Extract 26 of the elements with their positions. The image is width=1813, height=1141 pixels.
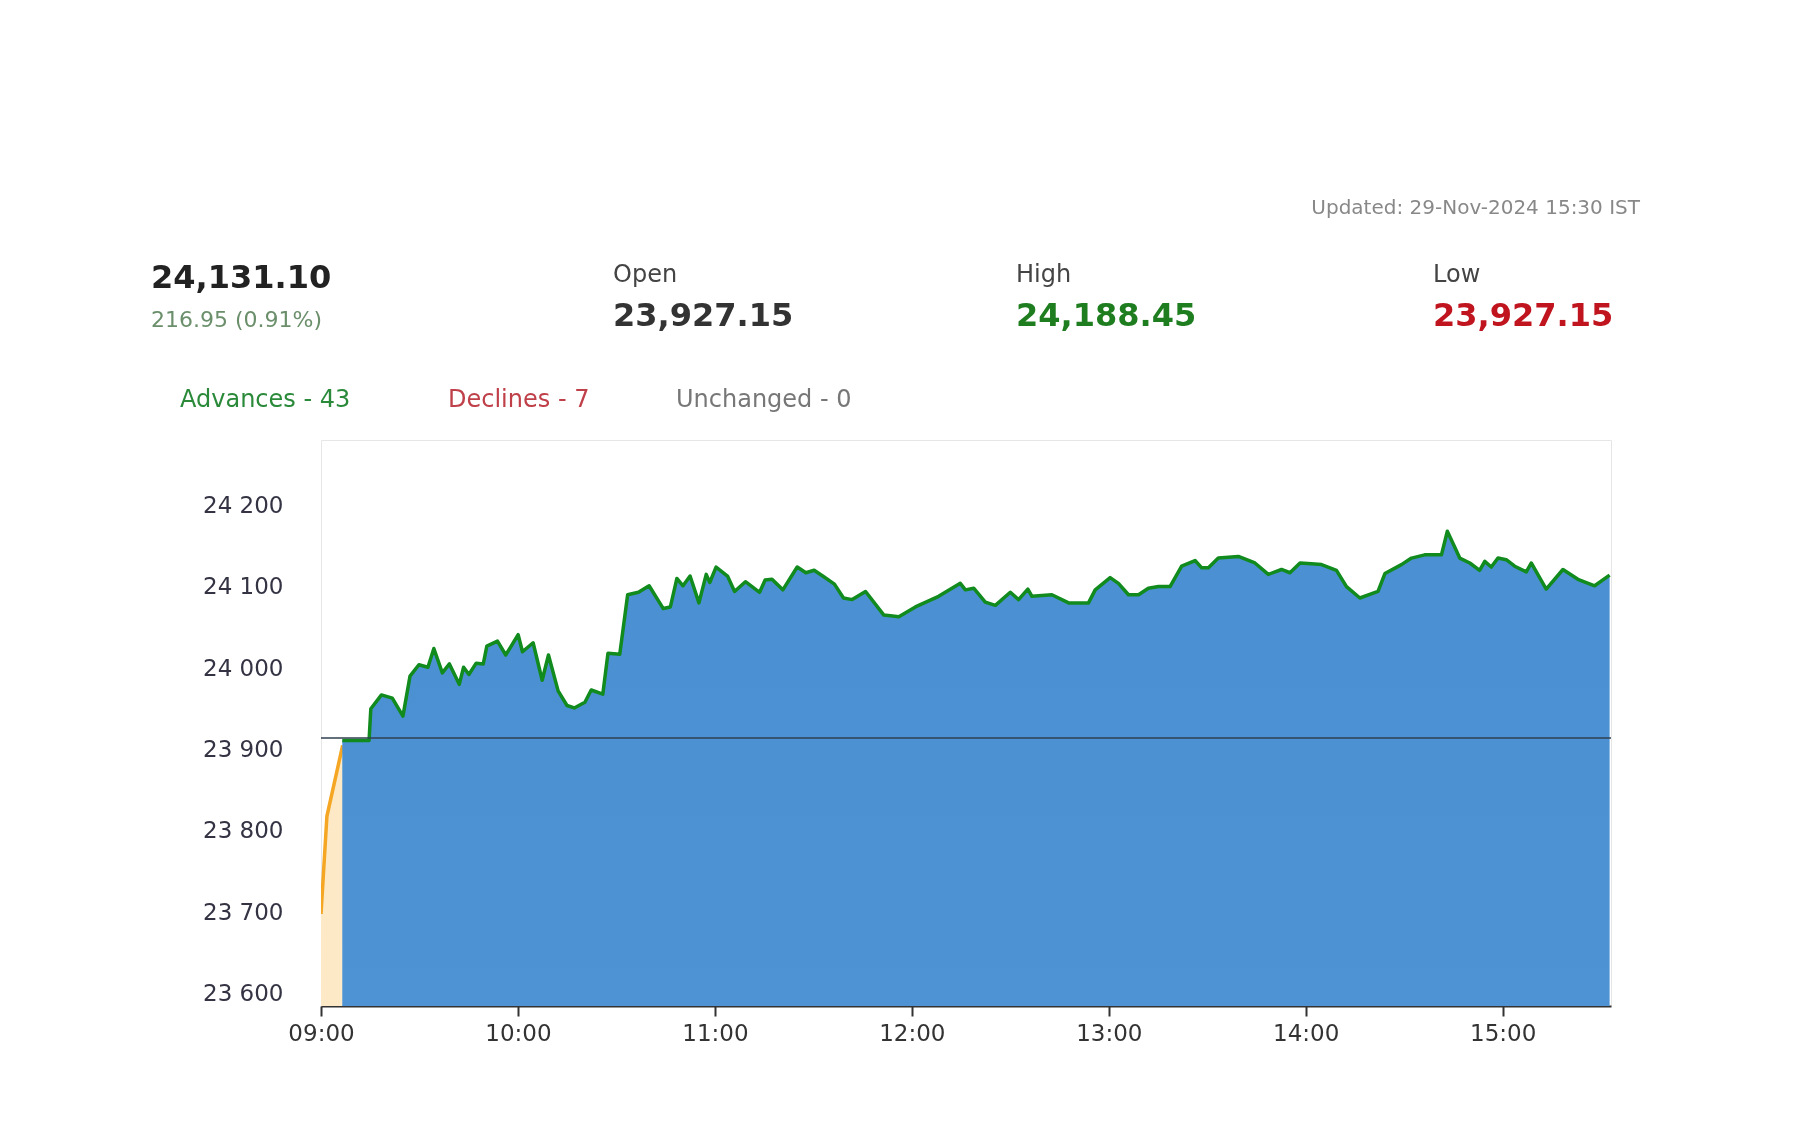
y-tick-label: 23 900: [203, 735, 284, 762]
x-tick-label: 11:00: [682, 1019, 749, 1046]
y-tick-label: 23 800: [203, 817, 284, 844]
x-tick-label: 13:00: [1076, 1019, 1143, 1046]
y-tick-label: 24 000: [203, 654, 284, 681]
text: High: [1016, 260, 1072, 288]
text: 24,131.10: [151, 258, 332, 296]
y-tick-label: 24 100: [203, 573, 284, 600]
text: 23,927.15: [1433, 296, 1614, 334]
y-tick-label: 23 700: [203, 898, 284, 925]
text: Declines - 7: [448, 385, 590, 413]
text: Advances - 43: [180, 385, 351, 413]
text: 23,927.15: [613, 296, 794, 334]
text: Unchanged - 0: [676, 385, 852, 413]
text: Low: [1433, 260, 1481, 288]
x-tick-label: 15:00: [1470, 1019, 1537, 1046]
text: 216.95 (0.91%): [151, 307, 323, 332]
y-tick-label: 24 200: [203, 491, 284, 518]
text: Open: [613, 260, 678, 288]
y-tick-label: 23 600: [203, 980, 284, 1007]
x-tick-label: 12:00: [879, 1019, 946, 1046]
x-tick-label: 10:00: [485, 1019, 552, 1046]
text: Updated: 29-Nov-2024 15:30 IST: [1311, 195, 1641, 219]
text: 24,188.45: [1016, 296, 1197, 334]
x-tick-label: 09:00: [288, 1019, 355, 1046]
x-tick-label: 14:00: [1273, 1019, 1340, 1046]
